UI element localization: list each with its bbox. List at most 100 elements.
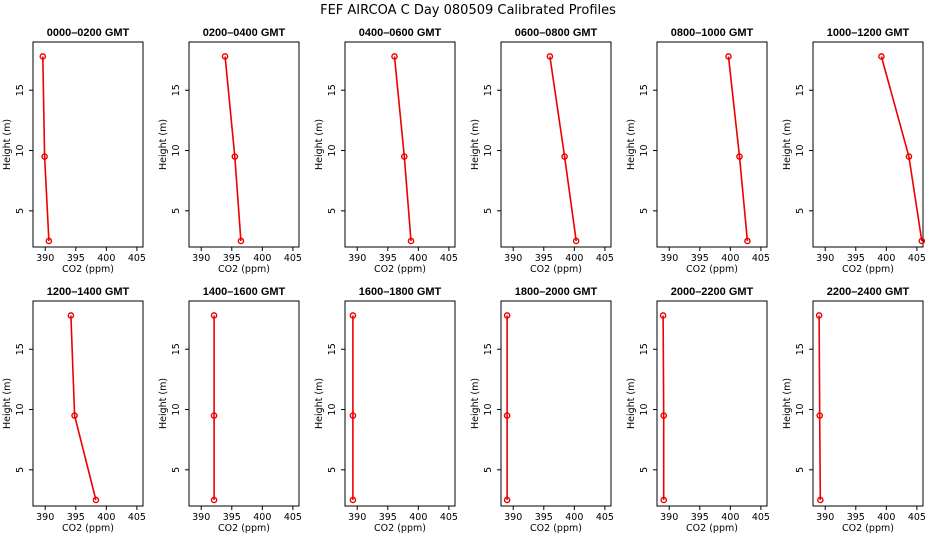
panel-11: 2000–2200 GMT 390 395 400 405 5 10 15 CO2 (ppm) H… [626,286,770,534]
profile-point [45,237,53,245]
profile-line [393,56,412,242]
x-tick-label: 395 [847,253,865,264]
y-tick-label: 15 [171,84,182,96]
plot-frame [32,41,144,248]
profile-point [349,496,357,504]
x-tick-label: 390 [816,512,834,523]
panel-title: 2000–2200 GMT [671,286,754,298]
x-tick-label: 405 [128,253,146,264]
y-tick-label: 5 [639,467,650,473]
y-tick-label: 15 [15,84,26,96]
y-tick-label: 10 [171,144,182,156]
x-tick-label: 395 [67,512,85,523]
y-tick-label: 5 [483,208,494,214]
y-tick-label: 15 [171,343,182,355]
x-tick-label: 405 [908,512,926,523]
plot-frame [656,300,768,507]
x-tick-label: 395 [691,512,709,523]
profile-point [815,312,823,319]
profile-point [725,53,732,60]
y-tick-label: 10 [795,403,806,415]
profile-line [880,56,923,242]
x-tick-label: 400 [565,512,583,523]
y-axis-label: Height (m) [782,378,793,429]
profile-line [727,56,749,242]
profile-line [70,315,97,501]
panel-title: 0800–1000 GMT [671,27,754,39]
profile-line [818,315,822,501]
x-tick-label: 405 [284,512,302,523]
profile-point [546,53,554,60]
x-axis-label: CO2 (ppm) [530,264,582,275]
x-axis-label: CO2 (ppm) [686,523,738,534]
profile-point [744,237,751,245]
x-axis-label: CO2 (ppm) [530,523,582,534]
plot-frame [344,300,456,507]
panel-1: 0000–0200 GMT 390 395 400 405 5 10 15 CO2 (ppm) H… [2,27,146,275]
y-tick-label: 15 [795,343,806,355]
profile-point [237,237,245,245]
y-tick-label: 5 [15,208,26,214]
panel-title: 1600–1800 GMT [359,286,442,298]
panel-title: 0200–0400 GMT [203,27,286,39]
x-tick-label: 390 [348,253,366,264]
y-axis-label: Height (m) [158,378,169,429]
plot-frame [500,300,612,507]
x-tick-label: 405 [752,512,770,523]
profile-point [878,53,885,60]
profile-point [503,496,511,504]
x-tick-label: 395 [379,253,397,264]
panel-7: 1200–1400 GMT 390 395 400 405 5 10 15 CO2 (ppm) H… [2,286,146,534]
profile-point [221,53,229,60]
x-tick-label: 390 [36,253,54,264]
profile-point [407,237,415,245]
y-tick-label: 5 [639,208,650,214]
x-tick-label: 400 [97,253,115,264]
panel-title: 0400–0600 GMT [359,27,442,39]
profile-point [503,312,511,319]
plot-frame [344,41,456,248]
x-tick-label: 400 [565,253,583,264]
panel-title: 0000–0200 GMT [47,27,130,39]
x-axis-label: CO2 (ppm) [62,523,114,534]
x-tick-label: 395 [691,253,709,264]
y-tick-label: 15 [483,343,494,355]
profile-point [391,53,398,60]
x-tick-label: 400 [721,512,739,523]
profile-point [349,412,357,419]
profile-point [210,412,218,419]
profile-point [816,412,824,419]
plot-frame [656,41,768,248]
y-tick-label: 10 [483,403,494,415]
x-axis-label: CO2 (ppm) [62,264,114,275]
plot-frame [812,41,924,248]
y-tick-label: 15 [327,343,338,355]
x-tick-label: 390 [348,512,366,523]
profile-point [918,237,926,245]
profile-point [736,153,743,160]
profile-point [660,496,668,504]
x-tick-label: 405 [596,512,614,523]
x-tick-label: 405 [440,253,458,264]
x-tick-label: 390 [192,253,210,264]
x-tick-label: 390 [36,512,54,523]
panel-6: 1000–1200 GMT 390 395 400 405 5 10 15 CO2 (ppm) H… [782,27,926,275]
profile-point [561,153,568,160]
panel-10: 1800–2000 GMT 390 395 400 405 5 10 15 CO2 (ppm) H… [470,286,614,534]
profile-point [71,412,78,419]
x-tick-label: 400 [409,253,427,264]
y-tick-label: 15 [795,84,806,96]
panel-title: 0600–0800 GMT [515,27,598,39]
profile-point [572,237,580,245]
y-tick-label: 5 [327,467,338,473]
x-tick-label: 400 [409,512,427,523]
panel-8: 1400–1600 GMT 390 395 400 405 5 10 15 CO2 (ppm) H… [158,286,302,534]
y-tick-label: 15 [639,84,650,96]
profile-point [659,312,667,319]
x-axis-label: CO2 (ppm) [686,264,738,275]
x-tick-label: 390 [504,253,522,264]
x-tick-label: 400 [253,512,271,523]
x-axis-label: CO2 (ppm) [374,264,426,275]
y-tick-label: 15 [483,84,494,96]
